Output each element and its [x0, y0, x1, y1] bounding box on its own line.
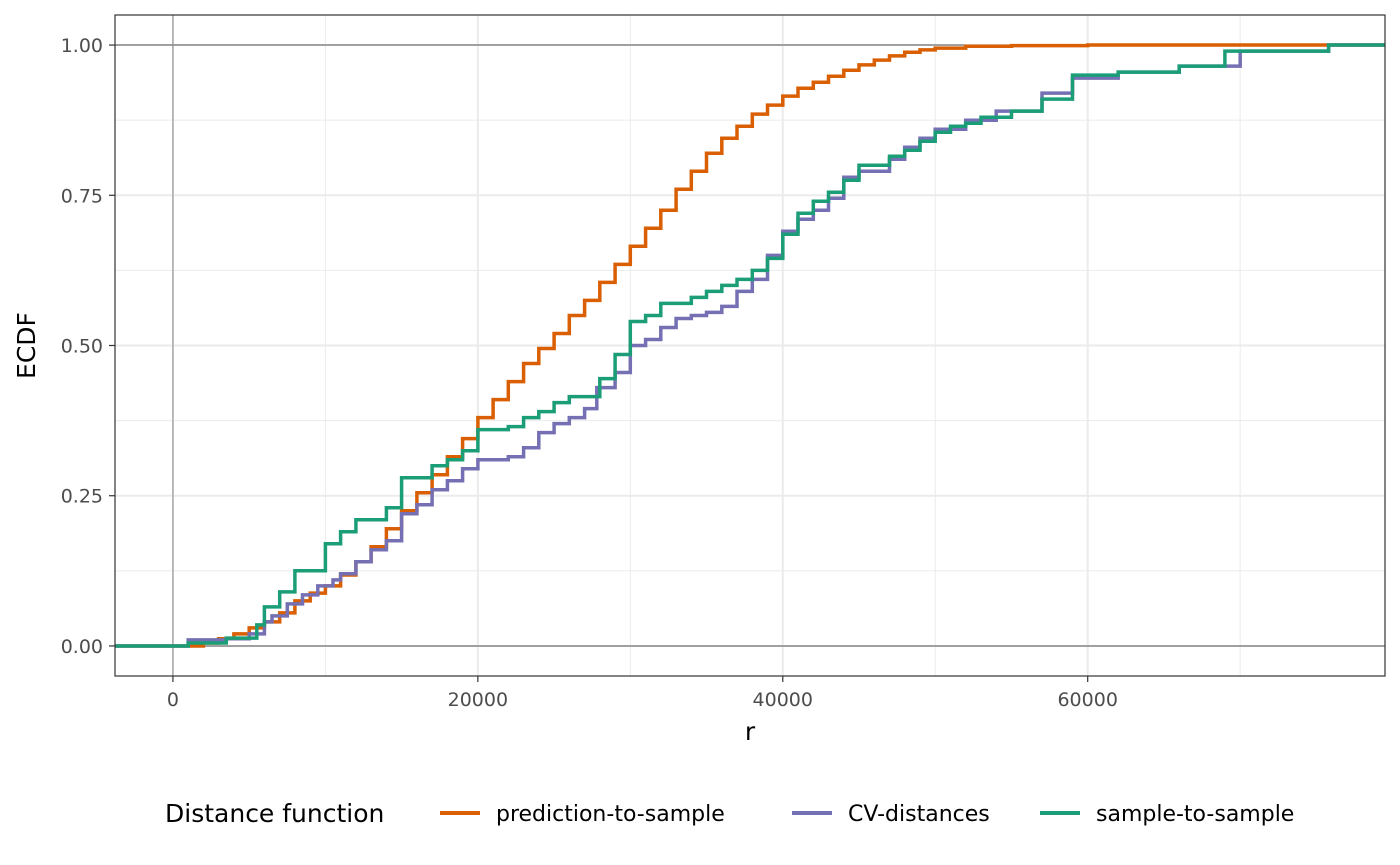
x-axis-ticks: 0 20000 40000 60000 — [167, 676, 1118, 711]
major-grid — [115, 15, 1385, 676]
legend-items: prediction-to-sample CV-distances sample-t… — [440, 802, 1294, 827]
y-tick-label: 0.75 — [61, 185, 103, 207]
legend-title: Distance function — [165, 799, 384, 828]
y-tick-label: 0.00 — [61, 636, 103, 658]
y-tick-label: 1.00 — [61, 35, 103, 57]
x-axis-title: r — [745, 717, 756, 746]
x-tick-label: 0 — [167, 689, 179, 711]
legend-label: CV-distances — [848, 802, 990, 827]
series-line-cv-distances — [115, 43, 1385, 648]
series-line-prediction-to-sample — [115, 43, 1385, 648]
y-axis-ticks: 0.00 0.25 0.50 0.75 1.00 — [61, 35, 115, 658]
legend-label: sample-to-sample — [1096, 802, 1294, 827]
y-tick-label: 0.50 — [61, 336, 103, 358]
y-axis-title: ECDF — [12, 312, 41, 379]
y-tick-label: 0.25 — [61, 486, 103, 508]
x-tick-label: 40000 — [753, 689, 813, 711]
legend-label: prediction-to-sample — [496, 802, 725, 827]
series-layer — [115, 43, 1385, 648]
series-line-sample-to-sample — [115, 43, 1385, 648]
legend: Distance function prediction-to-sample CV… — [165, 799, 1294, 828]
x-tick-label: 20000 — [448, 689, 508, 711]
x-tick-label: 60000 — [1057, 689, 1117, 711]
